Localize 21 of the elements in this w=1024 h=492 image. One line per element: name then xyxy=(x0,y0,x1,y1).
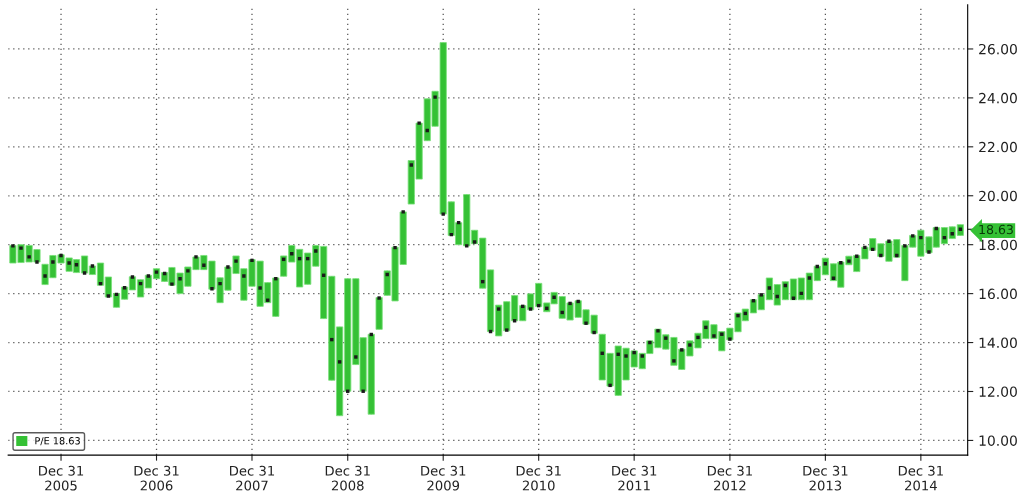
y-tick-label: 14.00 xyxy=(979,337,1017,349)
y-tick-label: 24.00 xyxy=(979,92,1017,104)
x-tick-label: Dec 31 2014 xyxy=(898,465,943,491)
y-tick-label: 18.63 xyxy=(979,224,1013,235)
y-tick-label: 10.00 xyxy=(979,435,1017,446)
x-tick-label: Dec 31 2011 xyxy=(612,465,657,491)
y-tick-label: 18.00 xyxy=(979,239,1017,251)
y-tick-label: 20.00 xyxy=(979,190,1017,202)
y-tick-label: 16.00 xyxy=(979,288,1017,300)
y-tick-label: 12.00 xyxy=(979,386,1017,397)
y-tick-label: 26.00 xyxy=(979,43,1017,55)
x-tick-label: Dec 31 2012 xyxy=(707,465,752,491)
x-tick-label: Dec 31 2009 xyxy=(421,465,466,491)
y-tick-label: 22.00 xyxy=(979,141,1017,153)
x-tick-label: Dec 31 2013 xyxy=(803,465,848,491)
x-tick-label: Dec 31 2010 xyxy=(516,465,561,491)
x-tick-label: Dec 31 2007 xyxy=(230,465,275,491)
x-tick-label: Dec 31 2005 xyxy=(39,465,84,491)
x-tick-label: Dec 31 2008 xyxy=(325,465,370,491)
x-tick-label: Dec 31 2006 xyxy=(134,465,179,491)
legend-label: P/E 18.63 xyxy=(35,437,80,446)
